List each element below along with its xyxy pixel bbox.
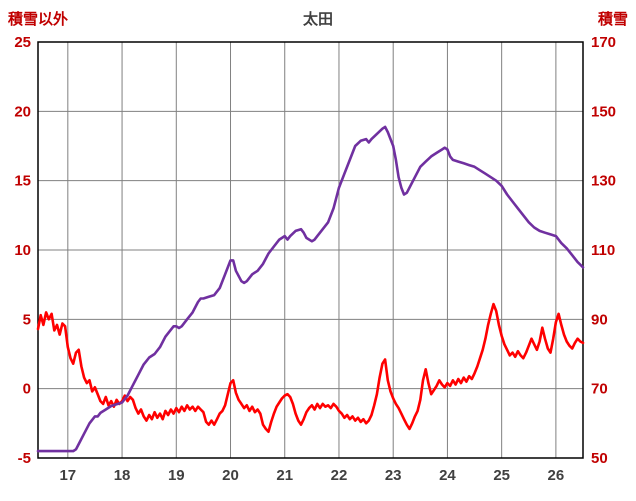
right-axis-tick-label: 90 <box>591 311 608 328</box>
series-line-red <box>36 302 585 434</box>
right-axis-tick-label: 150 <box>591 103 616 120</box>
left-axis-tick-label: 0 <box>23 381 31 398</box>
x-axis-tick-label: 23 <box>385 467 402 484</box>
left-axis-tick-label: 5 <box>23 311 31 328</box>
x-axis-tick-label: 17 <box>59 467 76 484</box>
x-axis-tick-label: 20 <box>222 467 239 484</box>
right-axis-title: 積雪 <box>597 11 628 28</box>
left-axis-tick-label: 15 <box>14 173 31 190</box>
right-axis-tick-label: 50 <box>591 450 608 467</box>
series-line-purple <box>36 125 585 453</box>
plot-border <box>37 41 584 459</box>
x-axis-tick-label: 22 <box>331 467 348 484</box>
right-axis-tick-label: 170 <box>591 34 616 51</box>
x-axis-tick-label: 18 <box>114 467 131 484</box>
right-axis-tick-label: 110 <box>591 242 615 259</box>
x-axis-tick-label: 26 <box>548 467 565 484</box>
x-axis-tick-label: 24 <box>439 467 456 484</box>
x-axis-tick-label: 19 <box>168 467 185 484</box>
left-axis-tick-label: 25 <box>14 34 31 51</box>
left-axis-tick-label: 10 <box>14 242 31 259</box>
left-axis-tick-label: -5 <box>18 450 31 467</box>
left-axis-title: 積雪以外 <box>8 11 69 28</box>
x-axis-tick-label: 21 <box>276 467 293 484</box>
chart-title: 太田 <box>302 11 333 28</box>
right-axis-tick-label: 70 <box>591 381 608 398</box>
left-axis-tick-label: 20 <box>14 103 31 120</box>
x-axis-tick-label: 25 <box>493 467 510 484</box>
right-axis-tick-label: 130 <box>591 173 616 190</box>
